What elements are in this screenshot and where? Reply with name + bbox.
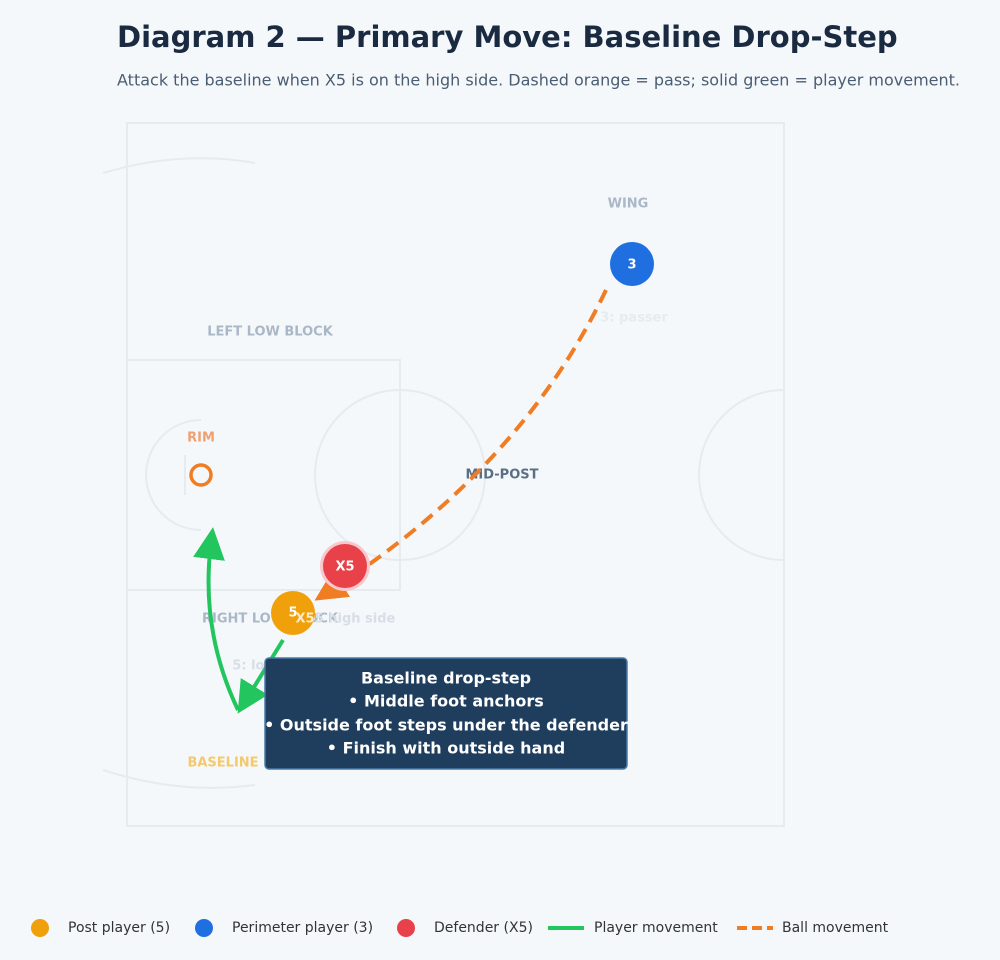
legend-label: Player movement [594, 920, 718, 936]
legend-swatch [397, 919, 415, 937]
pass-arrow [314, 289, 608, 601]
callout-line: • Finish with outside hand [327, 739, 565, 758]
legend-label: Defender (X5) [434, 920, 533, 936]
post-overlap-label: X5 [295, 612, 314, 627]
mid-post-label: MID-POST [465, 468, 538, 483]
rim-label: RIM [187, 431, 215, 446]
post-player-label: 5 [288, 606, 297, 621]
defender-note: X5 high side [305, 612, 396, 627]
wing-label: WING [608, 197, 649, 212]
legend-label: Perimeter player (3) [232, 920, 373, 936]
passer-note: 3: passer [600, 311, 668, 326]
defender-label: X5 [335, 560, 354, 575]
callout-title: Baseline drop-step [361, 669, 531, 688]
subtitle: Attack the baseline when X5 is on the hi… [117, 71, 960, 90]
court [102, 122, 785, 827]
perimeter-player [610, 242, 654, 286]
defender [323, 544, 367, 588]
legend: Post player (5) Perimeter player (3) Def… [31, 919, 889, 937]
callout-line: • Middle foot anchors [348, 692, 544, 711]
legend-label: Ball movement [782, 920, 889, 936]
callout [264, 657, 628, 770]
perimeter-player-label: 3 [627, 258, 636, 273]
legend-swatch [31, 919, 49, 937]
callout-line: • Outside foot steps under the defender [264, 716, 628, 735]
title: Diagram 2 — Primary Move: Baseline Drop-… [117, 20, 898, 54]
left-low-block-label: LEFT LOW BLOCK [207, 325, 333, 340]
rim [189, 463, 213, 487]
legend-swatch [195, 919, 213, 937]
post-player [271, 591, 315, 635]
finish-arrow [193, 527, 240, 711]
baseline-label: BASELINE [187, 756, 258, 771]
legend-label: Post player (5) [68, 920, 170, 936]
